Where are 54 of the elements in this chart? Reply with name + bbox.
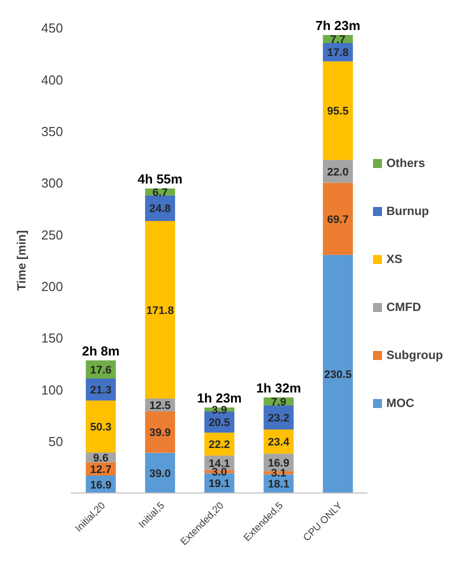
- legend-label: Subgroup: [386, 348, 443, 362]
- data-label: 95.5: [327, 106, 349, 118]
- total-label: 2h 8m: [82, 343, 120, 358]
- data-label: 69.7: [327, 214, 349, 226]
- data-label: 20.5: [208, 417, 230, 430]
- data-label: 23.4: [268, 436, 290, 449]
- legend-label: XS: [386, 252, 402, 266]
- data-label: 9.6: [93, 452, 108, 464]
- data-label: 19.1: [208, 478, 230, 490]
- data-label: 24.8: [149, 203, 171, 216]
- data-label: 171.8: [146, 304, 174, 317]
- legend-label: Burnup: [386, 204, 429, 218]
- y-tick-label: 100: [41, 382, 63, 398]
- data-label: 39.9: [149, 427, 171, 440]
- data-label: 12.5: [149, 400, 171, 412]
- bar: [145, 452, 176, 493]
- data-label: 3.0: [212, 466, 228, 479]
- data-label: 16.9: [90, 479, 112, 492]
- data-label: 230.5: [324, 368, 352, 381]
- legend-label: MOC: [386, 396, 414, 410]
- data-label: 39.0: [149, 468, 171, 480]
- data-label: 21.3: [90, 384, 112, 397]
- bar: [86, 400, 116, 452]
- y-tick-label: 50: [48, 434, 63, 449]
- legend-label: Others: [386, 156, 426, 170]
- data-label: 50.3: [90, 422, 112, 434]
- bar: [322, 182, 353, 255]
- data-label: 12.7: [90, 464, 112, 476]
- data-label: 7.9: [270, 396, 286, 408]
- y-tick-label: 400: [41, 72, 63, 88]
- data-label: 22.0: [327, 166, 349, 178]
- bar: [322, 254, 353, 493]
- total-label: 1h 32m: [256, 380, 302, 396]
- bar: [322, 61, 353, 160]
- total-label: 1h 23m: [196, 390, 242, 406]
- total-label: 7h 23m: [315, 18, 360, 34]
- y-tick-label: 300: [41, 176, 63, 191]
- data-label: 17.8: [327, 47, 349, 60]
- y-tick-label: 350: [41, 124, 63, 139]
- y-tick-label: 450: [41, 20, 63, 36]
- bar: [145, 411, 176, 453]
- y-tick-label: 200: [41, 278, 63, 294]
- y-axis-title: Time [min]: [14, 230, 28, 291]
- y-tick-label: 150: [41, 330, 63, 346]
- data-label: 17.6: [90, 364, 112, 376]
- bar: [145, 221, 176, 399]
- legend-label: CMFD: [386, 300, 422, 314]
- data-label: 23.2: [268, 412, 290, 424]
- data-label: 18.1: [268, 478, 290, 491]
- total-label: 4h 55m: [138, 171, 182, 186]
- data-label: 7.7: [330, 34, 346, 46]
- data-label: 22.2: [208, 439, 230, 452]
- y-tick-label: 250: [41, 227, 63, 242]
- data-label: 16.9: [268, 457, 290, 470]
